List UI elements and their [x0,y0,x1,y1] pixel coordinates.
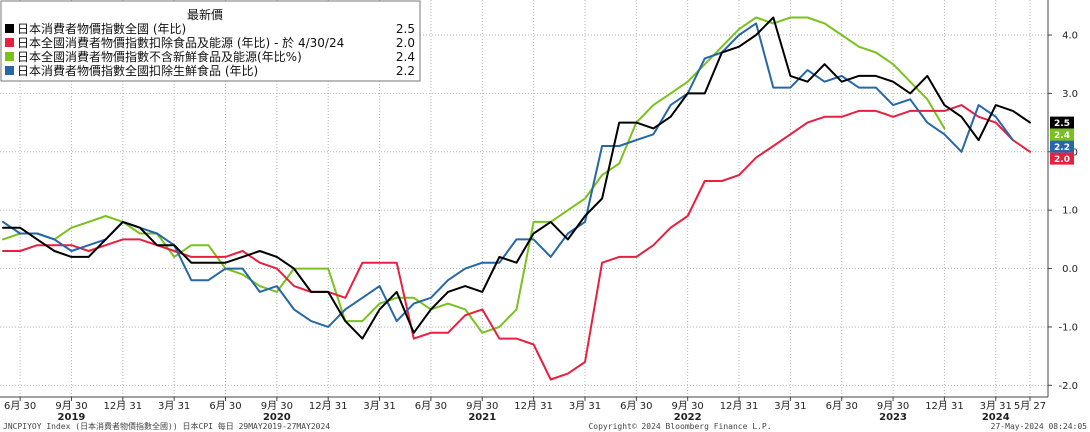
legend-series-value: 2.2 [396,64,415,78]
series-line [2,22,1014,328]
year-label: 2019 [58,412,86,423]
last-value-badge [1050,140,1074,153]
x-tick-label: 9月 30 [261,400,293,412]
x-tick-label: 3月 31 [158,400,190,412]
legend-swatch [5,66,14,75]
x-tick-label: 12月 31 [514,400,553,412]
x-tick-label: 12月 31 [103,400,142,412]
last-value-badge [1050,128,1074,141]
year-label: 2024 [982,412,1010,423]
x-tick-label: 6月 30 [209,400,241,412]
legend-swatch [5,24,14,33]
legend-title: 最新價 [187,7,223,22]
series-line [2,104,1031,381]
legend-series-value: 2.5 [396,22,415,36]
year-label: 2021 [468,412,496,423]
y-tick-label: 0.0 [1062,264,1078,275]
year-label: 2023 [879,412,907,423]
y-tick-label: -2.0 [1058,381,1078,392]
last-value-badges: 2.5 2.4 2.2 2.0 [1050,116,1074,165]
x-tick-label: 6月 30 [620,400,652,412]
last-value-label: 2.0 [1054,155,1070,165]
y-tick-label: 1.0 [1062,206,1078,217]
x-tick-label: 6月 30 [415,400,447,412]
x-tick-label: 12月 31 [309,400,348,412]
x-tick-label: 3月 31 [774,400,806,412]
last-value-label: 2.5 [1054,119,1070,129]
footer-left: JNCPIYOY Index (日本消費者物價指數全國)) 日本CPI 每日 2… [3,421,330,431]
y-tick-label: -1.0 [1058,322,1078,333]
x-tick-label: 9月 30 [877,400,909,412]
legend-series-name: 日本消費者物價指數全國扣除生鮮食品 (年比) [17,63,258,78]
series-line [2,16,946,334]
x-tick-label: 3月 31 [569,400,601,412]
footer-right: 27-May-2024 08:24:05 [991,422,1088,431]
x-tick-label: 9月 30 [466,400,498,412]
year-label: 2022 [674,412,702,423]
x-tick-label: 3月 31 [980,400,1012,412]
footer-center: Copyright© 2024 Bloomberg Finance L.P. [588,422,771,431]
x-tick-label: 12月 31 [720,400,759,412]
year-label: 2020 [263,412,291,423]
last-value-badge [1050,116,1074,129]
x-tick-label: 6月 30 [4,400,36,412]
x-tick-label: 9月 30 [55,400,87,412]
legend-swatch [5,52,14,61]
legend-series-name: 日本全國消費者物價指數不含新鮮食品及能源(年比%) [17,49,302,64]
series-line [2,16,1031,340]
legend-items: 日本消費者物價指數全國 (年比) 2.5 日本全國消費者物價指數扣除食品及能源 (年… [5,21,415,78]
legend-swatch [5,38,14,47]
last-value-label: 2.4 [1054,131,1070,141]
legend-series-name: 日本全國消費者物價指數扣除食品及能源 (年比) - 於 4/30/24 [17,35,344,50]
x-tick-label: 6月 30 [826,400,858,412]
x-axis: 6月 30 9月 30 12月 31 3月 31 6月 30 9月 30 12月 31 3月 … [4,397,1046,423]
x-tick-label: 5月 27 [1014,400,1046,412]
last-value-badge [1050,152,1074,165]
y-tick-label: 3.0 [1062,89,1078,100]
legend-series-value: 2.4 [396,50,415,64]
legend-series-name: 日本消費者物價指數全國 (年比) [17,21,186,36]
x-tick-label: 9月 30 [672,400,704,412]
x-tick-label: 12月 31 [925,400,964,412]
x-tick-label: 3月 31 [363,400,395,412]
legend-series-value: 2.0 [396,36,415,50]
last-value-label: 2.2 [1054,143,1070,153]
legend: 最新價 日本消費者物價指數全國 (年比) 2.5 日本全國消費者物價指數扣除食品及能… [0,0,421,82]
y-tick-label: 4.0 [1062,31,1078,42]
series-lines [2,16,1031,381]
legend-box [0,0,421,82]
